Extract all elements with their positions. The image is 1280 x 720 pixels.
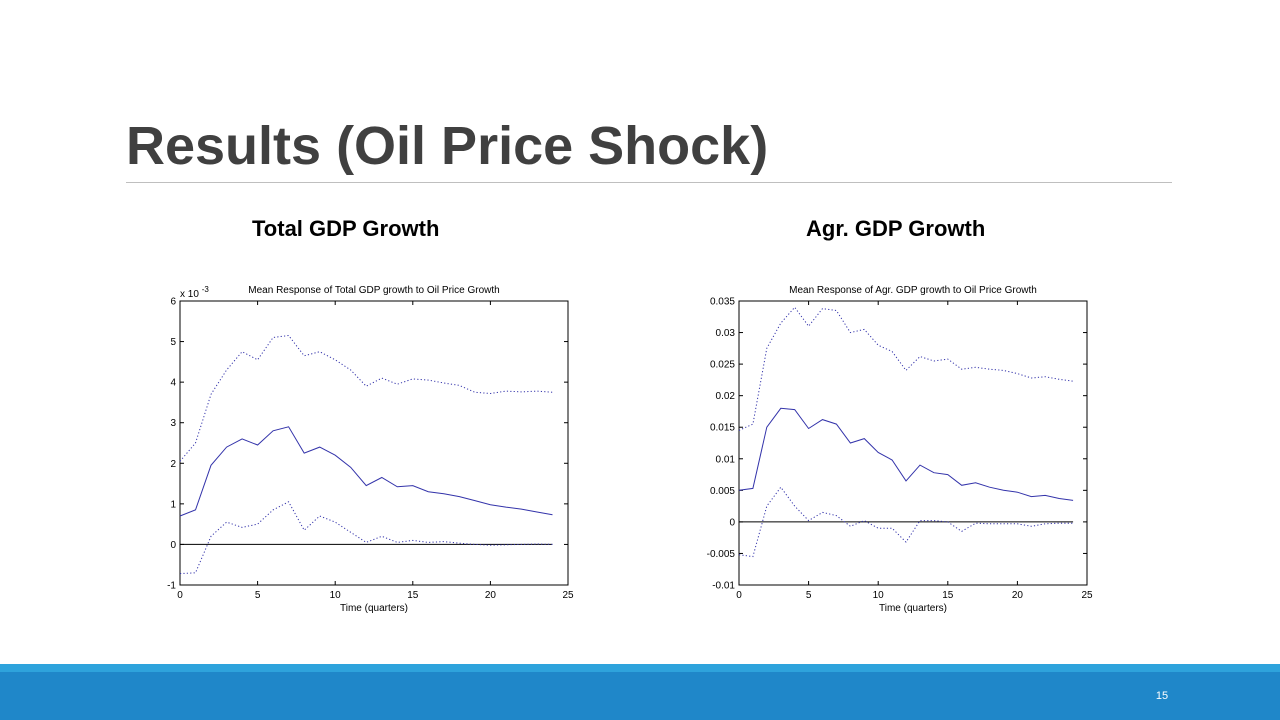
plot-frame: [738, 300, 1088, 586]
x-tick-label: 25: [562, 590, 574, 601]
left-chart-heading: Total GDP Growth: [252, 216, 440, 241]
y-scale-exponent: x 10 -3: [180, 285, 209, 300]
total-gdp-chart: 0 5 10 15 20 25 -1 0 1 2 3 4 5 6 Mean Response of Tota…: [150, 262, 586, 628]
confidence-band-line: [179, 334, 553, 462]
plot-frame: [179, 300, 569, 586]
y-tick-label: 6: [170, 297, 176, 308]
y-tick-label: 4: [170, 378, 176, 389]
confidence-band-line: [179, 501, 553, 575]
right-chart-heading: Agr. GDP Growth: [806, 216, 986, 241]
title-divider: [126, 182, 1172, 183]
y-tick-label: 1: [170, 499, 176, 510]
y-tick-label: -0.005: [707, 549, 736, 560]
y-tick-label: 0.015: [710, 423, 735, 434]
agr-gdp-chart: 0 5 10 15 20 25 -0.01 -0.005 0 0.005 0.01 0.015 0.02…: [700, 262, 1100, 628]
x-tick-label: 5: [806, 590, 812, 601]
x-tick-label: 0: [177, 590, 183, 601]
x-tick-label: 0: [736, 590, 742, 601]
chart-title: Mean Response of Agr. GDP growth to Oil …: [789, 285, 1037, 296]
y-tick-label: 0.02: [716, 391, 736, 402]
y-scale-exponent-power: -3: [202, 285, 210, 294]
x-axis-label: Time (quarters): [340, 603, 408, 614]
x-tick-label: 20: [485, 590, 497, 601]
footer-accent-strip: [0, 664, 1280, 672]
y-tick-label: 0.005: [710, 486, 735, 497]
x-tick-label: 25: [1081, 590, 1093, 601]
agr-gdp-chart-svg: 0 5 10 15 20 25 -0.01 -0.005 0 0.005 0.01 0.015 0.02…: [707, 285, 1093, 614]
x-tick-label: 5: [255, 590, 261, 601]
footer-bar: [0, 672, 1280, 720]
y-tick-label: 0: [170, 540, 176, 551]
x-tick-label: 10: [330, 590, 342, 601]
y-tick-label: -1: [167, 581, 176, 592]
y-tick-label: 0.025: [710, 360, 735, 371]
x-axis-label: Time (quarters): [879, 603, 947, 614]
x-tick-label: 15: [942, 590, 954, 601]
x-tick-label: 10: [873, 590, 885, 601]
x-tick-label: 20: [1012, 590, 1024, 601]
confidence-band-line: [738, 486, 1074, 558]
y-tick-label: 3: [170, 418, 176, 429]
slide-title: Results (Oil Price Shock): [126, 116, 769, 176]
x-tick-label: 15: [407, 590, 419, 601]
mean-response-line: [738, 407, 1074, 501]
y-tick-label: 0.03: [716, 328, 736, 339]
y-tick-label: 0.035: [710, 297, 735, 308]
y-tick-label: 5: [170, 337, 176, 348]
y-tick-label: 2: [170, 459, 176, 470]
chart-title: Mean Response of Total GDP growth to Oil…: [248, 285, 499, 296]
page-number: 15: [1155, 690, 1169, 702]
y-tick-label: 0.01: [716, 454, 736, 465]
y-tick-label: -0.01: [712, 581, 735, 592]
mean-response-line: [179, 426, 553, 517]
y-tick-label: 0: [729, 517, 735, 528]
